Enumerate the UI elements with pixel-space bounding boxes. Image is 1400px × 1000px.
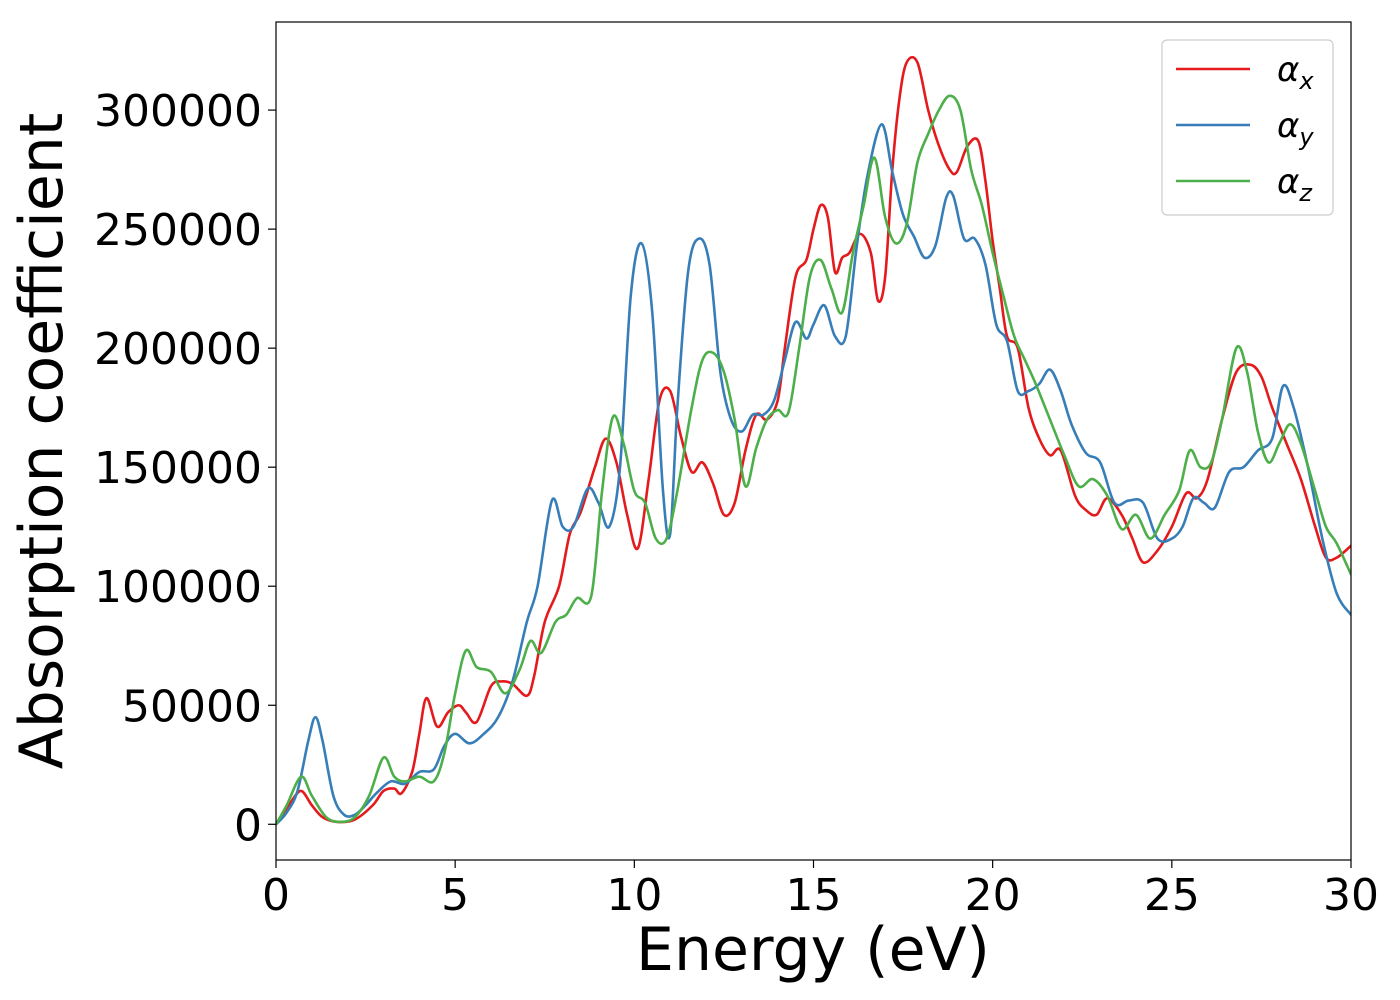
- series-lines: [276, 55, 1351, 826]
- legend-box: [1161, 39, 1334, 216]
- x-tick-label: 15: [786, 870, 842, 921]
- y-tick-label: 50000: [122, 681, 262, 732]
- y-tick-label: 200000: [94, 324, 262, 375]
- x-tick-label: 5: [441, 870, 469, 921]
- series-line-x: [276, 55, 1351, 826]
- x-tick-label: 30: [1323, 870, 1379, 921]
- x-tick-label: 20: [965, 870, 1021, 921]
- x-axis-label: Energy (eV): [636, 915, 990, 985]
- x-tick-label: 25: [1144, 870, 1200, 921]
- y-tick-label: 300000: [94, 86, 262, 137]
- series-line-z: [276, 94, 1351, 826]
- y-tick-label: 250000: [94, 205, 262, 256]
- y-axis-label: Absorption coefficient: [7, 113, 77, 770]
- legend-label-z: αz: [1277, 162, 1313, 207]
- x-axis: 0 5 10 15 20 25 30: [262, 860, 1379, 921]
- x-tick-label: 10: [606, 870, 662, 921]
- y-tick-label: 150000: [94, 443, 262, 494]
- x-tick-label: 0: [262, 870, 290, 921]
- series-line-y: [276, 123, 1351, 826]
- y-axis: 0 50000 100000 150000 200000 250000 300000: [94, 86, 276, 851]
- y-tick-label: 100000: [94, 562, 262, 613]
- y-tick-label: 0: [234, 800, 262, 851]
